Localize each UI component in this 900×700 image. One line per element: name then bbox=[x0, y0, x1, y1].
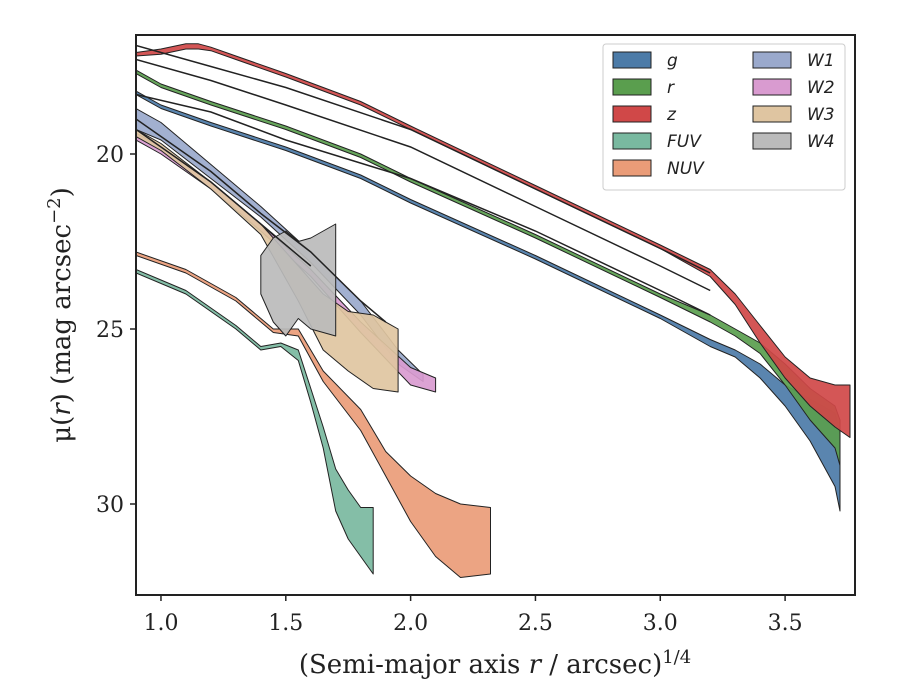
profile-line-3 bbox=[136, 93, 711, 316]
legend-label-g: g bbox=[667, 51, 678, 71]
legend-label-z: z bbox=[666, 105, 677, 125]
profile-line-4 bbox=[136, 118, 387, 323]
x-axis-title-pre: (Semi-major axis bbox=[299, 650, 529, 680]
x-axis-title: (Semi-major axis r / arcsec)1/4 bbox=[299, 647, 691, 680]
y-axis-title: μ(r) (mag arcsec−2) bbox=[44, 187, 77, 443]
legend: grz FUV NUV W1 W2 W3 W4 bbox=[602, 43, 846, 191]
x-axis: 1.0 1.5 2.0 2.5 3.0 3.5 bbox=[143, 595, 803, 636]
x-axis-title-post: / arcsec) bbox=[541, 650, 662, 680]
legend-label-nuv: NUV bbox=[667, 159, 705, 179]
band-g bbox=[136, 90, 841, 512]
y-tick-label: 30 bbox=[96, 493, 124, 518]
legend-swatch-r bbox=[612, 78, 652, 96]
band-fuv bbox=[136, 269, 374, 575]
legend-swatch-w3 bbox=[752, 105, 792, 123]
legend-label-w1: W1 bbox=[807, 51, 835, 71]
y-axis-title-mid: ) (mag arcsec bbox=[47, 224, 77, 403]
band-nuv bbox=[136, 251, 491, 578]
legend-swatch-w1 bbox=[752, 51, 792, 69]
x-tick-label: 2.5 bbox=[518, 611, 553, 636]
y-axis: 20 25 30 bbox=[96, 143, 136, 518]
y-axis-title-sup: −2 bbox=[44, 197, 65, 224]
axes-frame bbox=[135, 34, 856, 596]
legend-label-fuv: FUV bbox=[667, 132, 702, 152]
x-tick-label: 1.5 bbox=[268, 611, 303, 636]
profile-line-1 bbox=[136, 44, 711, 274]
legend-swatch-w2 bbox=[752, 78, 792, 96]
y-tick-label: 25 bbox=[96, 318, 124, 343]
x-tick-label: 2.0 bbox=[393, 611, 428, 636]
x-tick-label: 1.0 bbox=[143, 611, 178, 636]
y-axis-title-var: r bbox=[47, 402, 77, 416]
x-tick-label: 3.0 bbox=[643, 611, 678, 636]
legend-label-w2: W2 bbox=[807, 78, 835, 98]
x-axis-title-var: r bbox=[529, 650, 543, 680]
legend-label-w4: W4 bbox=[807, 132, 835, 152]
legend-swatch-w4 bbox=[752, 132, 792, 150]
y-axis-title-post: ) bbox=[47, 187, 77, 197]
legend-swatch-fuv bbox=[612, 132, 652, 150]
y-axis-title-pre: μ( bbox=[47, 416, 77, 443]
legend-swatch-nuv bbox=[612, 159, 652, 177]
band-w4 bbox=[260, 223, 337, 337]
y-tick-label: 20 bbox=[96, 143, 124, 168]
legend-label-r: r bbox=[667, 78, 675, 98]
band-z bbox=[136, 43, 851, 438]
profile-line-2 bbox=[136, 58, 711, 292]
profile-line-5 bbox=[136, 128, 312, 267]
x-axis-title-sup: 1/4 bbox=[662, 647, 691, 668]
legend-swatch-g bbox=[612, 51, 652, 69]
plot-area bbox=[136, 43, 851, 578]
profile-lines bbox=[136, 44, 711, 323]
legend-swatch-z bbox=[612, 105, 652, 123]
x-tick-label: 3.5 bbox=[768, 611, 803, 636]
legend-label-w3: W3 bbox=[807, 105, 835, 125]
